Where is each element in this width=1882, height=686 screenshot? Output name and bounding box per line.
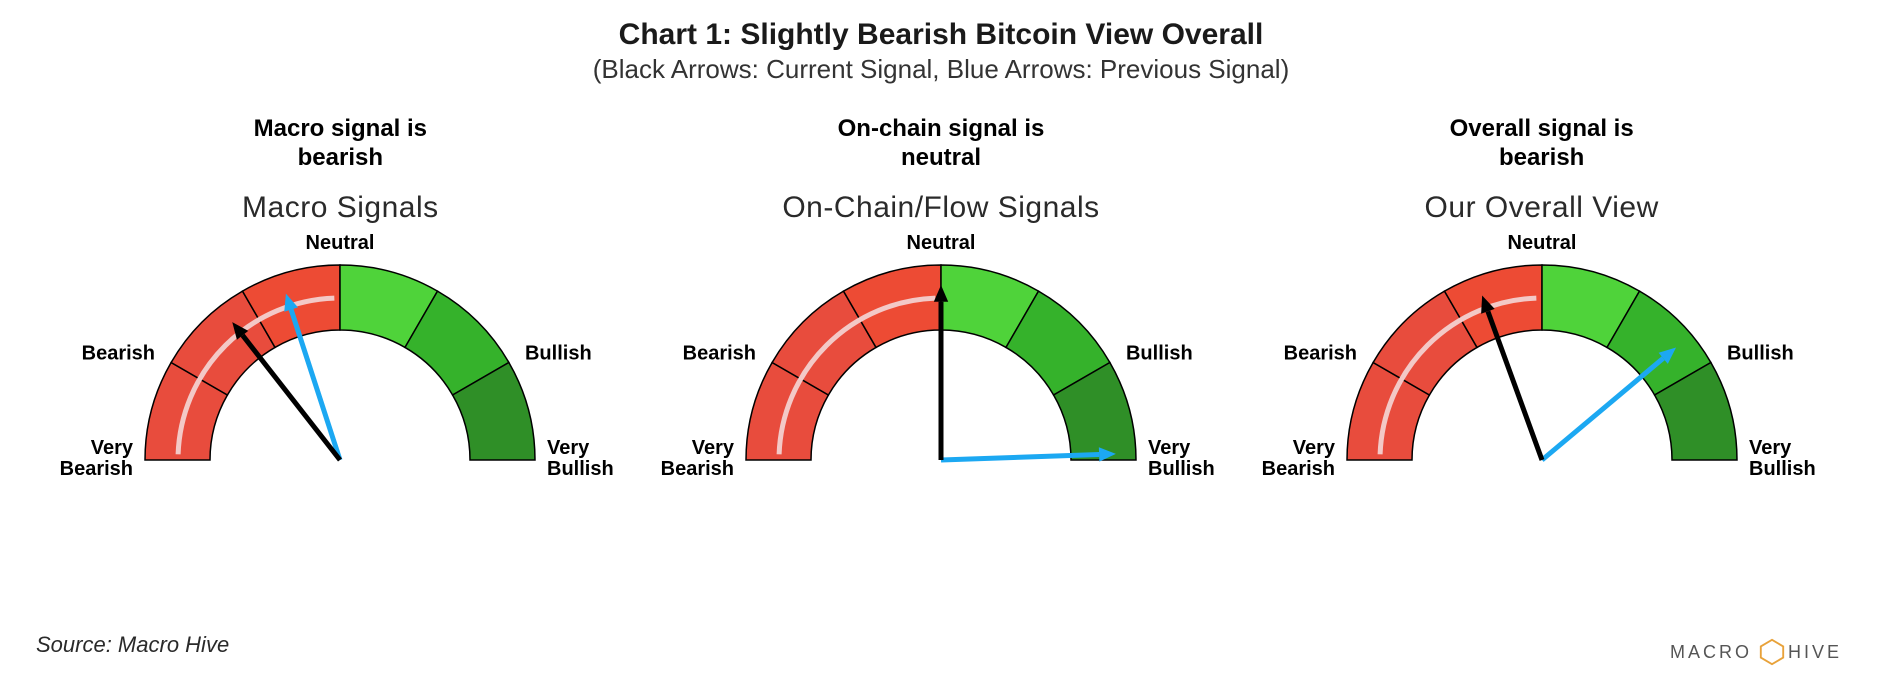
gauge-subtitle: Our Overall View [1262,191,1822,225]
gauge-overall: Overall signal is bearish Our Overall Vi… [1262,115,1822,525]
svg-text:Bearish: Bearish [683,343,756,365]
gauge-header: On-chain signal is neutral [661,115,1221,173]
source-text: Source: Macro Hive [36,632,229,658]
gauge-svg: VeryBearish Bearish Neutral Bullish VeryBull… [661,225,1221,525]
gauge-subtitle: Macro Signals [60,191,620,225]
gauge-header: Overall signal is bearish [1262,115,1822,173]
gauge-onchain: On-chain signal is neutral On-Chain/Flow… [661,115,1221,525]
svg-text:Bearish: Bearish [1283,343,1356,365]
gauge-macro: Macro signal is bearish Macro Signals Ve… [60,115,620,525]
svg-text:VeryBearish: VeryBearish [60,437,134,480]
svg-text:VeryBullish: VeryBullish [547,437,614,480]
svg-text:VeryBearish: VeryBearish [1262,437,1336,480]
svg-text:Neutral: Neutral [907,232,976,254]
svg-text:Bullish: Bullish [525,343,592,365]
hexagon-icon [1758,638,1786,666]
svg-text:Bearish: Bearish [82,343,155,365]
logo-text-2: HIVE [1788,642,1842,663]
svg-text:Neutral: Neutral [1507,232,1576,254]
gauge-header: Macro signal is bearish [60,115,620,173]
chart-subtitle: (Black Arrows: Current Signal, Blue Arro… [0,54,1882,85]
gauges-row: Macro signal is bearish Macro Signals Ve… [0,85,1882,525]
brand-logo: MACRO HIVE [1670,638,1842,666]
chart-title: Chart 1: Slightly Bearish Bitcoin View O… [0,18,1882,52]
svg-text:VeryBullish: VeryBullish [1148,437,1215,480]
svg-text:VeryBearish: VeryBearish [661,437,735,480]
svg-text:Bullish: Bullish [1126,343,1193,365]
svg-text:VeryBullish: VeryBullish [1749,437,1816,480]
svg-text:Neutral: Neutral [306,232,375,254]
svg-text:Bullish: Bullish [1727,343,1794,365]
gauge-svg: VeryBearish Bearish Neutral Bullish VeryBull… [60,225,620,525]
gauge-svg: VeryBearish Bearish Neutral Bullish VeryBull… [1262,225,1822,525]
gauge-subtitle: On-Chain/Flow Signals [661,191,1221,225]
logo-text-1: MACRO [1670,642,1752,663]
